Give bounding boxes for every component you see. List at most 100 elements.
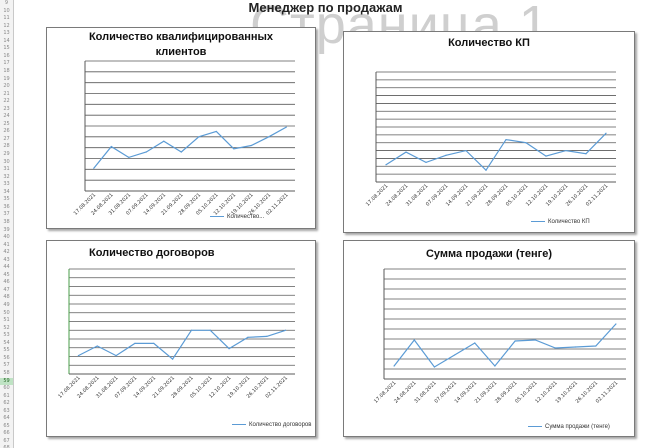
data-point xyxy=(485,169,487,171)
data-point xyxy=(465,149,467,152)
row-number[interactable]: 17 xyxy=(3,60,10,67)
row-number[interactable]: 20 xyxy=(3,83,10,90)
row-number[interactable]: 47 xyxy=(3,286,10,293)
row-number[interactable]: 39 xyxy=(3,226,10,233)
legend-line-swatch xyxy=(531,220,545,222)
row-number[interactable]: 61 xyxy=(3,392,10,399)
data-point xyxy=(565,149,567,152)
row-number[interactable]: 52 xyxy=(3,324,10,331)
row-number[interactable]: 44 xyxy=(3,264,10,271)
row-number[interactable]: 9 xyxy=(4,0,9,6)
row-number[interactable]: 28 xyxy=(3,143,10,150)
data-point xyxy=(145,151,147,153)
data-point xyxy=(96,345,98,347)
data-point xyxy=(534,339,536,341)
row-number[interactable]: 54 xyxy=(3,339,10,346)
row-number[interactable]: 14 xyxy=(3,37,10,44)
row-number[interactable]: 68 xyxy=(0,445,13,448)
data-point xyxy=(250,144,252,147)
row-number[interactable]: 18 xyxy=(3,67,10,74)
row-number[interactable]: 67 xyxy=(3,437,10,444)
legend-line-swatch xyxy=(232,423,246,425)
row-number[interactable]: 63 xyxy=(3,407,10,414)
row-number[interactable]: 36 xyxy=(3,203,10,210)
chart-legend: Количество договоров xyxy=(232,422,311,428)
data-point xyxy=(433,366,436,368)
row-number[interactable]: 51 xyxy=(3,317,10,324)
row-number[interactable]: 30 xyxy=(3,158,10,165)
row-number[interactable]: 55 xyxy=(3,347,10,354)
data-point xyxy=(77,355,80,357)
row-number[interactable]: 43 xyxy=(3,256,10,263)
row-header-column[interactable]: 9 10 11 12 13 14 15 16 17 18 19 20 21 22 23 24 25 26 27 28 2… xyxy=(0,0,14,448)
row-number[interactable]: 41 xyxy=(3,241,10,248)
row-number[interactable]: 27 xyxy=(3,135,10,142)
chart-plot: 17.08.202124.08.202131.08.202107.09.2021… xyxy=(73,60,295,217)
row-number[interactable]: 53 xyxy=(3,332,10,339)
page-title: Менеджер по продажам xyxy=(248,0,403,15)
data-point xyxy=(198,136,200,138)
data-point xyxy=(180,151,182,153)
data-point xyxy=(110,145,112,148)
row-number[interactable]: 21 xyxy=(3,90,10,97)
row-number[interactable]: 11 xyxy=(3,15,10,22)
data-point xyxy=(514,340,516,342)
legend-label: Сумма продажи (тенге) xyxy=(545,424,610,430)
chart-title: Количество договоров xyxy=(89,247,215,259)
row-number[interactable]: 37 xyxy=(3,211,10,218)
row-number[interactable]: 46 xyxy=(3,279,10,286)
row-number[interactable]: 64 xyxy=(3,415,10,422)
data-point xyxy=(505,138,507,141)
row-number[interactable]: 13 xyxy=(3,30,10,37)
row-number[interactable]: 31 xyxy=(3,166,10,173)
row-number[interactable]: 48 xyxy=(3,294,10,301)
row-number[interactable]: 58 xyxy=(3,369,10,376)
data-point xyxy=(215,130,217,133)
chart-title: Сумма продажи (тенге) xyxy=(425,248,553,260)
row-number[interactable]: 22 xyxy=(3,98,10,105)
chart-qualified-clients[interactable]: Количество квалифицированных клиентов 17… xyxy=(46,27,316,229)
row-number[interactable]: 19 xyxy=(3,75,10,82)
legend-line-swatch xyxy=(528,425,542,427)
row-number[interactable]: 24 xyxy=(3,113,10,120)
data-point xyxy=(171,358,174,360)
row-number[interactable]: 60 xyxy=(3,385,10,392)
row-number[interactable]: 26 xyxy=(3,128,10,135)
chart-contracts-count[interactable]: Количество договоров 17.08.2021 24.08.202… xyxy=(46,240,316,437)
row-number[interactable]: 59 xyxy=(0,377,13,385)
row-number[interactable]: 29 xyxy=(3,151,10,157)
row-number[interactable]: 40 xyxy=(3,234,10,241)
data-point xyxy=(228,348,230,350)
row-number[interactable]: 10 xyxy=(3,7,10,14)
chart-sales-amount[interactable]: Сумма продажи (тенге) 17.08.2021 24.08.20… xyxy=(343,240,635,437)
row-number[interactable]: 42 xyxy=(3,249,10,256)
chart-proposals-count[interactable]: Количество КП 17.08.2021 24.08.2021 31.08.… xyxy=(343,31,635,233)
row-number[interactable]: 34 xyxy=(3,188,10,195)
row-number[interactable]: 57 xyxy=(3,362,10,369)
data-point xyxy=(413,339,415,341)
row-number[interactable]: 65 xyxy=(3,422,10,429)
row-number[interactable]: 16 xyxy=(3,52,10,59)
row-number[interactable]: 23 xyxy=(3,105,10,112)
row-number[interactable]: 45 xyxy=(3,271,10,278)
row-number[interactable]: 12 xyxy=(3,22,10,29)
data-point xyxy=(233,148,235,150)
row-number[interactable]: 35 xyxy=(3,196,10,203)
data-point xyxy=(425,161,427,163)
chart-plot: 17.08.202124.08.202131.08.202107.09.2021… xyxy=(373,268,626,405)
chart-legend: Количество... xyxy=(210,214,264,220)
row-number[interactable]: 66 xyxy=(3,430,10,437)
row-number[interactable]: 62 xyxy=(3,400,10,407)
row-number[interactable]: 33 xyxy=(3,181,10,188)
data-point xyxy=(474,342,476,344)
row-number[interactable]: 50 xyxy=(3,309,10,316)
data-point xyxy=(128,156,130,159)
row-number[interactable]: 15 xyxy=(3,45,10,52)
row-number[interactable]: 32 xyxy=(3,173,10,180)
data-point xyxy=(190,329,193,331)
row-number[interactable]: 49 xyxy=(3,302,10,308)
row-number[interactable]: 38 xyxy=(3,218,10,225)
row-number[interactable]: 56 xyxy=(3,354,10,361)
data-point xyxy=(405,151,407,153)
row-number[interactable]: 25 xyxy=(3,120,10,127)
